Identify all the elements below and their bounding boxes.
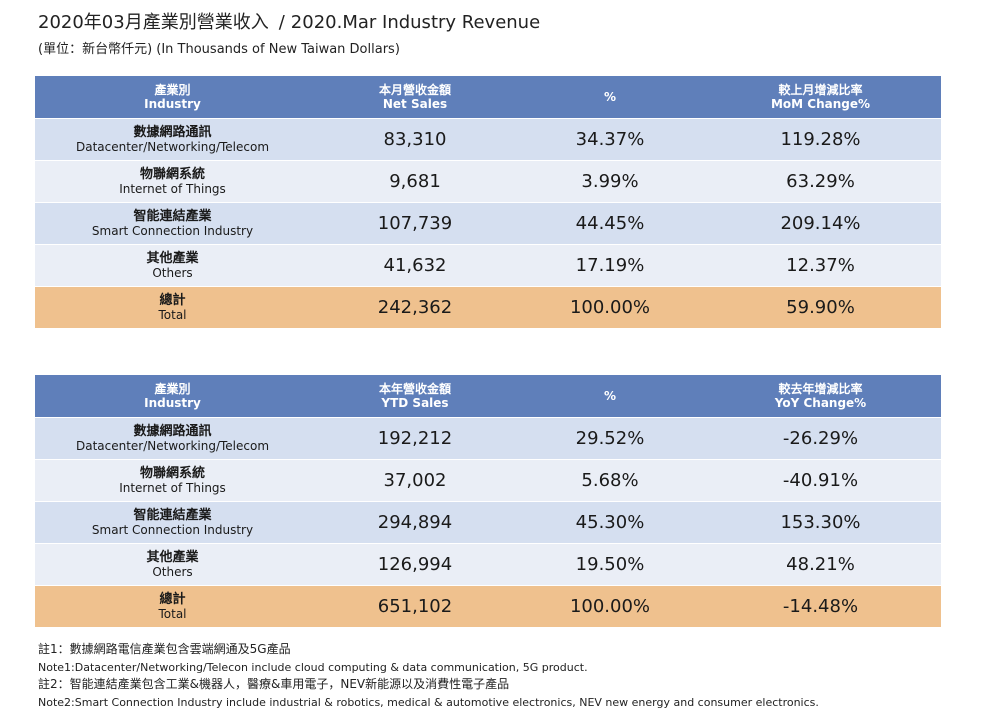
- industry-cell: 總計 Total: [35, 585, 310, 627]
- title-separator: /: [278, 12, 285, 33]
- ytd-revenue-table: 產業別 Industry 本年營收金額 YTD Sales % 較去年增減比率 YoY…: [35, 375, 941, 627]
- industry-cell: 總計 Total: [35, 286, 310, 328]
- sales-cell: 9,681: [310, 160, 520, 203]
- industry-cell: 其他產業 Others: [35, 244, 310, 287]
- header-percent: %: [520, 375, 700, 418]
- table-row: 智能連結產業 Smart Connection Industry 294,894 …: [35, 501, 941, 544]
- percent-cell: 5.68%: [520, 459, 700, 502]
- industry-cell: 數據網路通訊 Datacenter/Networking/Telecom: [35, 417, 310, 460]
- table-row: 數據網路通訊 Datacenter/Networking/Telecom 192,…: [35, 417, 941, 460]
- table-row: 物聯網系統 Internet of Things 9,681 3.99% 63.2…: [35, 160, 941, 203]
- change-cell: 12.37%: [700, 244, 941, 287]
- percent-cell: 3.99%: [520, 160, 700, 203]
- title-en: 2020.Mar Industry Revenue: [290, 12, 541, 33]
- page-title: 2020年03月產業別營業收入 /2020.Mar Industry Revenu…: [38, 8, 540, 34]
- percent-cell: 100.00%: [520, 286, 700, 328]
- sales-cell: 651,102: [310, 585, 520, 627]
- percent-cell: 19.50%: [520, 543, 700, 586]
- header-industry: 產業別 Industry: [35, 375, 310, 418]
- table-row: 其他產業 Others 126,994 19.50% 48.21%: [35, 543, 941, 586]
- header-net-sales: 本月營收金額 Net Sales: [310, 76, 520, 119]
- sales-cell: 37,002: [310, 459, 520, 502]
- monthly-revenue-table: 產業別 Industry 本月營收金額 Net Sales % 較上月增減比率 MoM…: [35, 76, 941, 328]
- total-row: 總計 Total 651,102 100.00% -14.48%: [35, 585, 941, 627]
- change-cell: 119.28%: [700, 118, 941, 161]
- header-mom-change: 較上月增減比率 MoM Change%: [700, 76, 941, 119]
- table-header-row: 產業別 Industry 本年營收金額 YTD Sales % 較去年增減比率 YoY…: [35, 375, 941, 418]
- sales-cell: 41,632: [310, 244, 520, 287]
- sales-cell: 107,739: [310, 202, 520, 245]
- sales-cell: 83,310: [310, 118, 520, 161]
- percent-cell: 29.52%: [520, 417, 700, 460]
- industry-cell: 物聯網系統 Internet of Things: [35, 459, 310, 502]
- change-cell: 48.21%: [700, 543, 941, 586]
- percent-cell: 17.19%: [520, 244, 700, 287]
- header-percent: %: [520, 76, 700, 119]
- sales-cell: 294,894: [310, 501, 520, 544]
- sales-cell: 242,362: [310, 286, 520, 328]
- header-industry: 產業別 Industry: [35, 76, 310, 119]
- industry-cell: 數據網路通訊 Datacenter/Networking/Telecom: [35, 118, 310, 161]
- header-yoy-change: 較去年增減比率 YoY Change%: [700, 375, 941, 418]
- percent-cell: 100.00%: [520, 585, 700, 627]
- change-cell: 153.30%: [700, 501, 941, 544]
- change-cell: -40.91%: [700, 459, 941, 502]
- change-cell: -26.29%: [700, 417, 941, 460]
- note1-zh: 註1：數據網路電信產業包含雲端網通及5G產品: [38, 642, 291, 656]
- unit-note: (單位：新台幣仟元) (In Thousands of New Taiwan D…: [38, 42, 400, 57]
- percent-cell: 44.45%: [520, 202, 700, 245]
- table-row: 智能連結產業 Smart Connection Industry 107,739 …: [35, 202, 941, 245]
- sales-cell: 192,212: [310, 417, 520, 460]
- industry-cell: 其他產業 Others: [35, 543, 310, 586]
- table-row: 物聯網系統 Internet of Things 37,002 5.68% -40…: [35, 459, 941, 502]
- total-row: 總計 Total 242,362 100.00% 59.90%: [35, 286, 941, 328]
- note2-zh: 註2：智能連結產業包含工業&機器人，醫療&車用電子，NEV新能源以及消費性電子產…: [38, 677, 510, 691]
- change-cell: 63.29%: [700, 160, 941, 203]
- percent-cell: 34.37%: [520, 118, 700, 161]
- change-cell: -14.48%: [700, 585, 941, 627]
- table-row: 數據網路通訊 Datacenter/Networking/Telecom 83,3…: [35, 118, 941, 161]
- note1-en: Note1:Datacenter/Networking/Telecon incl…: [38, 660, 588, 674]
- table-row: 其他產業 Others 41,632 17.19% 12.37%: [35, 244, 941, 287]
- sales-cell: 126,994: [310, 543, 520, 586]
- header-ytd-sales: 本年營收金額 YTD Sales: [310, 375, 520, 418]
- industry-cell: 智能連結產業 Smart Connection Industry: [35, 202, 310, 245]
- change-cell: 59.90%: [700, 286, 941, 328]
- percent-cell: 45.30%: [520, 501, 700, 544]
- table-header-row: 產業別 Industry 本月營收金額 Net Sales % 較上月增減比率 MoM…: [35, 76, 941, 119]
- footnotes: 註1：數據網路電信產業包含雲端網通及5G產品 Note1:Datacenter/…: [38, 641, 819, 711]
- title-zh: 2020年03月產業別營業收入: [38, 12, 269, 33]
- industry-cell: 物聯網系統 Internet of Things: [35, 160, 310, 203]
- note2-en: Note2:Smart Connection Industry include …: [38, 695, 819, 709]
- change-cell: 209.14%: [700, 202, 941, 245]
- industry-cell: 智能連結產業 Smart Connection Industry: [35, 501, 310, 544]
